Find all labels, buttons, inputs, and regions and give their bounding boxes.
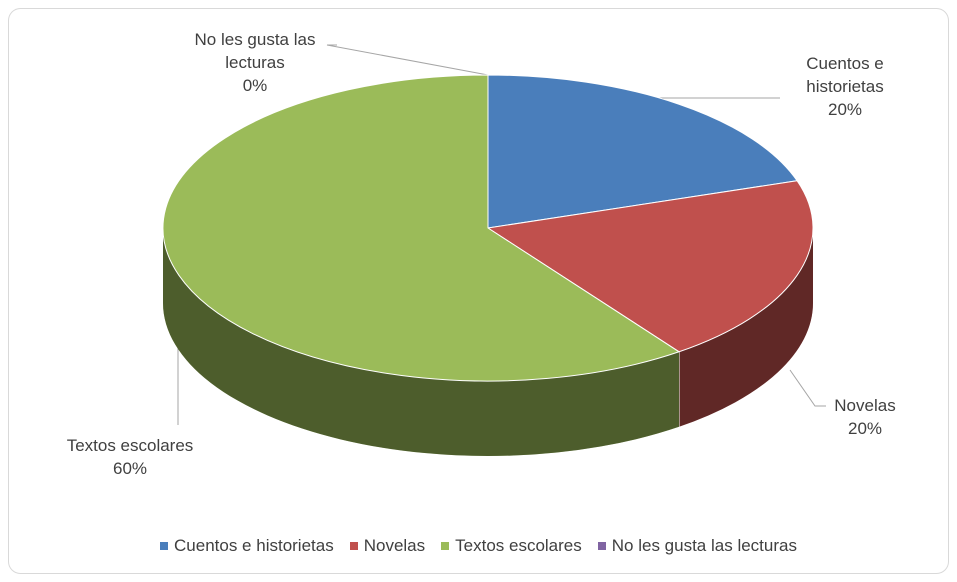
- legend-swatch: [597, 542, 606, 550]
- data-label-value: 60%: [112, 459, 148, 478]
- legend-swatch: [441, 542, 450, 550]
- leader-line: [789, 369, 826, 407]
- pie-slice: [487, 74, 798, 229]
- data-label: Textos escolares 60%: [30, 434, 230, 480]
- legend-item: Cuentos e historietas: [160, 536, 334, 556]
- legend-swatch: [349, 542, 358, 550]
- data-label: No les gusta las lecturas 0%: [170, 28, 340, 97]
- legend-label: Cuentos e historietas: [174, 536, 334, 555]
- pie-side-shade: [163, 228, 680, 456]
- data-label-category: Cuentos e historietas: [806, 54, 884, 96]
- legend-label: Textos escolares: [455, 536, 582, 555]
- legend-label: Novelas: [363, 536, 426, 555]
- data-label-category: Textos escolares: [66, 436, 194, 455]
- legend: Cuentos e historietas Novelas Textos escol…: [0, 536, 957, 556]
- pie-slice: [162, 74, 681, 382]
- pie-side-shade: [679, 228, 813, 427]
- data-label-category: No les gusta las lecturas: [194, 30, 316, 72]
- data-label-category: Novelas: [834, 396, 896, 415]
- data-label-value: 0%: [242, 76, 268, 95]
- leader-line: [326, 44, 489, 76]
- data-label: Novelas 20%: [810, 394, 920, 440]
- data-label-value: 20%: [847, 419, 883, 438]
- legend-item: No les gusta las lecturas: [597, 536, 797, 556]
- pie-slice: [486, 180, 814, 353]
- legend-swatch: [160, 542, 169, 550]
- data-label-value: 20%: [827, 100, 863, 119]
- legend-item: Textos escolares: [441, 536, 582, 556]
- data-label: Cuentos e historietas 20%: [790, 52, 900, 121]
- leader-lines: [177, 44, 826, 425]
- legend-item: Novelas: [349, 536, 426, 556]
- legend-label: No les gusta las lecturas: [611, 536, 797, 555]
